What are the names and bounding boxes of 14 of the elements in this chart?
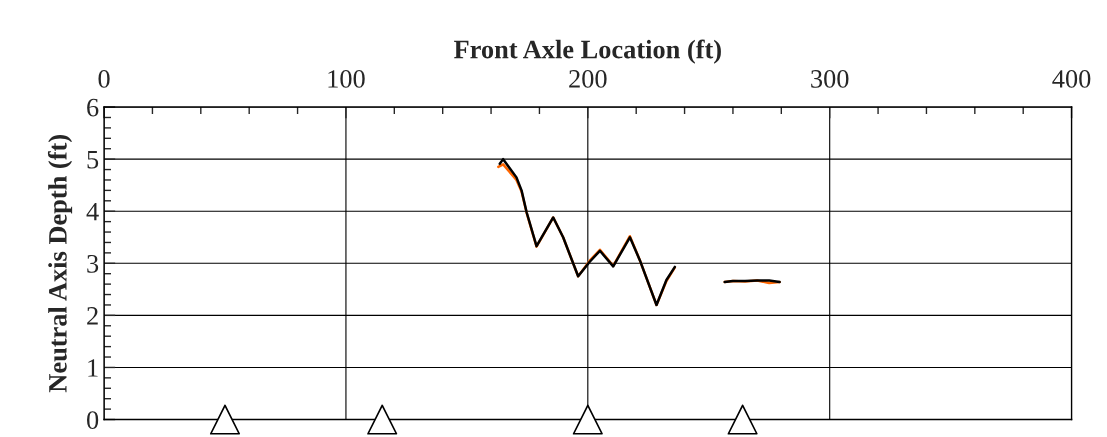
y-tick-label: 0 (87, 411, 99, 429)
y-tick-label: 2 (87, 307, 98, 325)
x-tick-label: 0 (98, 70, 110, 88)
y-axis-title: Neutral Axis Depth (ft) (47, 135, 73, 393)
y-tick-label: 3 (87, 254, 99, 273)
x-tick-label: 400 (1052, 70, 1091, 88)
x-tick-label: 300 (811, 70, 849, 88)
y-tick-label: 4 (86, 203, 99, 221)
y-tick-label: 6 (87, 98, 99, 117)
y-tick-label: 1 (88, 359, 98, 377)
y-tick-label: 5 (87, 151, 99, 169)
x-tick-label: 200 (569, 70, 607, 88)
x-tick-label: 100 (328, 70, 365, 88)
x-axis-title: Front Axle Location (ft) (454, 39, 721, 64)
